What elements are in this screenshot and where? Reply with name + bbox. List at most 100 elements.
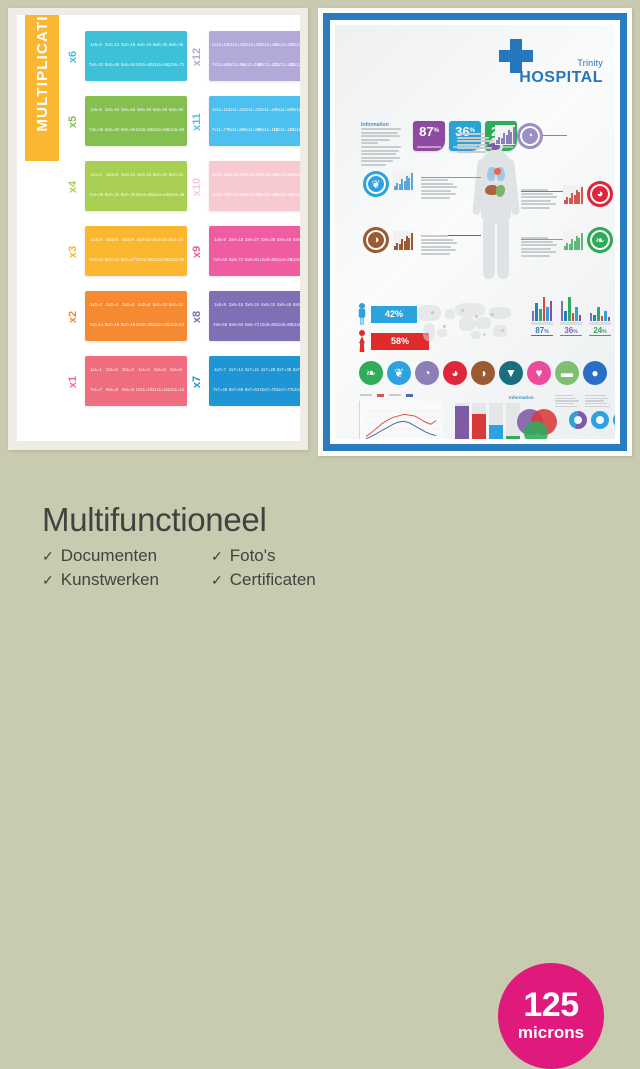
multiplication-cell: 8x2=16	[104, 322, 120, 328]
percentage-bar-value: 24%	[593, 326, 607, 335]
infographic-frame: Trinity HOSPITAL Information 87%36%24%	[323, 13, 627, 451]
feature-column: ✓ Documenten ✓ Kunstwerken	[42, 546, 159, 590]
percentage-badge-underline	[453, 146, 477, 148]
multiplication-cell: 11x7=77	[275, 387, 293, 393]
multiplication-block: x12 1x12=12 2x12=24 3x12=36 4x12=48 5x12=60 6x…	[191, 31, 300, 89]
placeholder-text-line	[361, 156, 400, 159]
multiplication-cell: 3x8=24	[244, 302, 260, 308]
multiplication-block-label: x1	[67, 375, 79, 389]
multiplication-cell: 7x10=70	[211, 192, 229, 198]
percentage-bar-underline	[560, 335, 582, 336]
multiplication-grid: 1x6=6 2x6=12 3x6=18 4x6=24 5x6=30 6x6=36 7x6=4…	[85, 31, 187, 81]
placeholder-text-line	[585, 397, 609, 400]
multiplication-cell: 12x6=72	[167, 62, 185, 68]
donut-chart-row	[569, 411, 615, 429]
placeholder-text-line	[421, 238, 453, 241]
mini-chart-bar	[578, 192, 581, 204]
brand-title: HOSPITAL	[519, 69, 603, 86]
mini-chart-bar	[573, 195, 576, 204]
multiplication-block-label: x2	[67, 310, 79, 324]
multiplication-cell: 10x11=110	[257, 127, 279, 133]
map-landmass	[437, 329, 447, 337]
multiplication-block-label: x7	[191, 375, 203, 389]
multiplication-cell: 6x7=42	[292, 367, 300, 373]
feature-label: Foto's	[229, 546, 276, 565]
mini-chart-bar	[576, 190, 578, 204]
placeholder-text-line	[555, 405, 577, 408]
placeholder-text-line	[585, 405, 610, 408]
multiplication-cell: 10x9=90	[259, 257, 277, 263]
map-landmass	[459, 317, 475, 331]
trend-line-svg	[365, 410, 442, 439]
multiplication-cell: 2x9=18	[228, 237, 244, 243]
callout-organ-icon: ❧	[587, 227, 613, 253]
mini-chart-bar	[394, 186, 396, 190]
multiplication-cell: 8x9=72	[228, 257, 244, 263]
donut-chart	[569, 411, 587, 429]
percentage-badge-value: 87	[419, 124, 434, 139]
multiplication-cell: 2x5=10	[104, 107, 120, 113]
band-text-columns	[555, 395, 615, 408]
multiplication-cell: 5x9=45	[276, 237, 292, 243]
percentage-bar-group	[589, 293, 611, 321]
placeholder-text-line	[521, 203, 556, 206]
right-leg-shape	[497, 217, 509, 279]
map-pin	[475, 315, 478, 318]
multiplication-cell: 1x6=6	[90, 42, 102, 48]
percentage-badge-underline	[417, 146, 441, 148]
check-icon: ✓	[211, 571, 223, 588]
band-information-heading: Information	[509, 395, 534, 401]
gender-icon-body	[358, 309, 366, 325]
multiplication-block-label: x8	[191, 310, 203, 324]
multiplication-cell: 3x7=21	[244, 367, 260, 373]
multiplication-cell: 5x7=35	[276, 367, 292, 373]
gender-stat-row: 42%	[357, 303, 429, 325]
brain-organ	[488, 143, 500, 150]
callout-connector-line	[521, 191, 565, 192]
mini-chart-bar	[410, 173, 413, 190]
multiplication-cell: 8x1=8	[106, 387, 118, 393]
mini-chart-bar	[503, 133, 506, 144]
multiplication-grid: 1x2=2 2x2=4 3x2=6 4x2=8 5x2=10 6x2=12 7x2=14 8x…	[85, 291, 187, 341]
percentage-bar	[546, 307, 549, 321]
multiplication-cell: 9x9=81	[244, 257, 260, 263]
placeholder-text-line	[361, 163, 387, 166]
placeholder-text-line	[421, 193, 456, 196]
map-landmass	[471, 331, 481, 339]
placeholder-text-line	[361, 153, 397, 156]
placeholder-text-line	[555, 403, 574, 405]
callout-organ-icon: ◕	[587, 181, 613, 207]
callout-connector-line	[421, 177, 481, 178]
multiplication-block-label: x5	[67, 115, 79, 129]
map-landmass	[423, 323, 435, 341]
multiplication-cell: 7x2=14	[88, 322, 104, 328]
check-icon: ✓	[42, 571, 54, 588]
multiplication-cell: 2x3=6	[106, 237, 118, 243]
mini-chart-bar	[564, 246, 566, 250]
percentage-bar	[604, 311, 607, 321]
map-pin	[431, 311, 434, 314]
percentage-bar-value: 87%	[535, 326, 549, 335]
mini-chart-bar	[580, 187, 583, 204]
placeholder-text-line	[361, 145, 402, 148]
multiplication-cell: 12x3=36	[167, 257, 185, 263]
multiplication-cell: 11x11=121	[273, 127, 295, 133]
left-lung-organ	[487, 167, 495, 181]
multiplication-cell: 4x5=20	[136, 107, 152, 113]
callout-connector-line	[521, 239, 565, 240]
multiplication-cell: 4x9=36	[260, 237, 276, 243]
placeholder-text-line	[457, 140, 494, 143]
mini-chart-bar	[510, 132, 513, 144]
multiplication-cell: 5x2=10	[152, 302, 168, 308]
percentage-bar	[607, 317, 611, 321]
multiplication-cell: 10x6=60	[135, 62, 153, 68]
callout-organ-icon: ❦	[363, 171, 389, 197]
multiplication-cell: 6x11=66	[291, 107, 300, 113]
placeholder-text-line	[585, 400, 604, 402]
multiplication-cell: 5x1=5	[154, 367, 166, 373]
multiplication-cell: 9x1=9	[122, 387, 134, 393]
headline: Multifunctioneel	[42, 501, 267, 538]
multiplication-cell: 11x2=22	[151, 322, 169, 328]
band-text-column	[555, 395, 581, 408]
multiplication-cell: 10x8=80	[259, 322, 277, 328]
